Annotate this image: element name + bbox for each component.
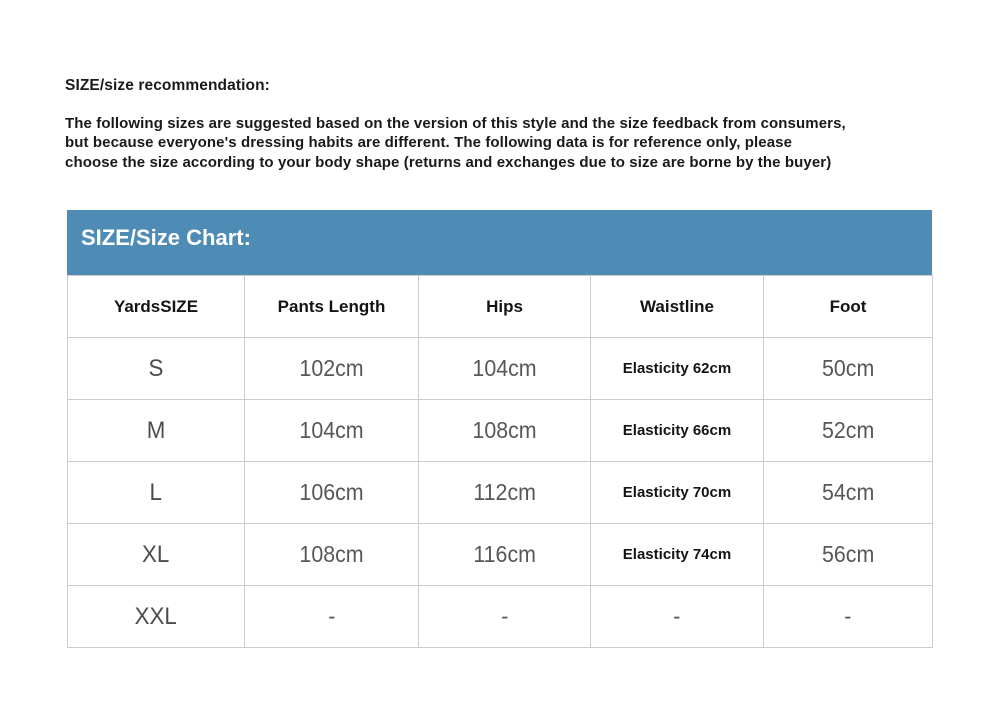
table-row: S 102cm 104cm Elasticity 62cm 50cm bbox=[67, 337, 933, 400]
foot-value: 50cm bbox=[821, 355, 875, 381]
column-header-foot: Foot bbox=[763, 275, 933, 338]
hips-cell: 112cm bbox=[418, 461, 591, 524]
hips-cell: - bbox=[418, 585, 591, 648]
size-label: XL bbox=[142, 540, 170, 568]
waistline-cell: Elasticity 70cm bbox=[590, 461, 764, 524]
pants-length-cell: 104cm bbox=[244, 399, 419, 462]
hips-cell: 108cm bbox=[418, 399, 591, 462]
waistline-value: Elasticity 66cm bbox=[622, 421, 732, 439]
column-header-yards-size: YardsSIZE bbox=[67, 275, 245, 338]
waistline-value: - bbox=[673, 603, 681, 629]
foot-cell: 52cm bbox=[763, 399, 933, 462]
waistline-value: Elasticity 74cm bbox=[622, 545, 732, 563]
table-row: XL 108cm 116cm Elasticity 74cm 56cm bbox=[67, 523, 933, 586]
table-row: L 106cm 112cm Elasticity 70cm 54cm bbox=[67, 461, 933, 524]
waistline-value: Elasticity 70cm bbox=[622, 483, 732, 501]
size-cell: XL bbox=[67, 523, 245, 586]
recommendation-text: The following sizes are suggested based … bbox=[65, 115, 846, 171]
hips-value: 104cm bbox=[472, 355, 537, 381]
recommendation-heading: SIZE/size recommendation: bbox=[65, 77, 270, 94]
size-label: L bbox=[149, 478, 163, 506]
foot-cell: - bbox=[763, 585, 933, 648]
hips-value: - bbox=[500, 603, 509, 629]
size-chart-table: YardsSIZE Pants Length Hips Waistline Fo… bbox=[67, 275, 933, 648]
hips-value: 116cm bbox=[473, 541, 536, 567]
size-chart-title-bar: SIZE/Size Chart: bbox=[67, 210, 932, 275]
foot-cell: 54cm bbox=[763, 461, 933, 524]
size-label: S bbox=[148, 354, 164, 382]
pants-length-value: - bbox=[327, 603, 336, 629]
table-row: XXL - - - - bbox=[67, 585, 933, 648]
waistline-cell: Elasticity 66cm bbox=[590, 399, 764, 462]
hips-cell: 104cm bbox=[418, 337, 591, 400]
size-label: XXL bbox=[134, 602, 178, 630]
column-header-waistline: Waistline bbox=[590, 275, 764, 338]
foot-value: 56cm bbox=[821, 541, 875, 567]
waistline-cell: - bbox=[590, 585, 764, 648]
hips-value: 112cm bbox=[473, 479, 536, 505]
pants-length-cell: 108cm bbox=[244, 523, 419, 586]
pants-length-value: 106cm bbox=[299, 479, 364, 505]
foot-cell: 56cm bbox=[763, 523, 933, 586]
foot-value: - bbox=[844, 603, 852, 629]
foot-cell: 50cm bbox=[763, 337, 933, 400]
size-chart-title: SIZE/Size Chart: bbox=[81, 225, 251, 250]
foot-value: 54cm bbox=[821, 479, 875, 505]
waistline-value: Elasticity 62cm bbox=[622, 359, 732, 377]
pants-length-cell: 102cm bbox=[244, 337, 419, 400]
column-header-hips: Hips bbox=[418, 275, 591, 338]
pants-length-value: 108cm bbox=[299, 541, 364, 567]
hips-cell: 116cm bbox=[418, 523, 591, 586]
table-header-row: YardsSIZE Pants Length Hips Waistline Fo… bbox=[67, 275, 933, 338]
pants-length-value: 102cm bbox=[299, 355, 364, 381]
column-header-pants-length: Pants Length bbox=[244, 275, 419, 338]
waistline-cell: Elasticity 74cm bbox=[590, 523, 764, 586]
size-cell: L bbox=[67, 461, 245, 524]
size-cell: XXL bbox=[67, 585, 245, 648]
pants-length-value: 104cm bbox=[299, 417, 364, 443]
size-cell: M bbox=[67, 399, 245, 462]
table-row: M 104cm 108cm Elasticity 66cm 52cm bbox=[67, 399, 933, 462]
hips-value: 108cm bbox=[472, 417, 537, 443]
waistline-cell: Elasticity 62cm bbox=[590, 337, 764, 400]
size-cell: S bbox=[67, 337, 245, 400]
foot-value: 52cm bbox=[821, 417, 875, 443]
pants-length-cell: - bbox=[244, 585, 419, 648]
pants-length-cell: 106cm bbox=[244, 461, 419, 524]
size-label: M bbox=[146, 416, 166, 444]
